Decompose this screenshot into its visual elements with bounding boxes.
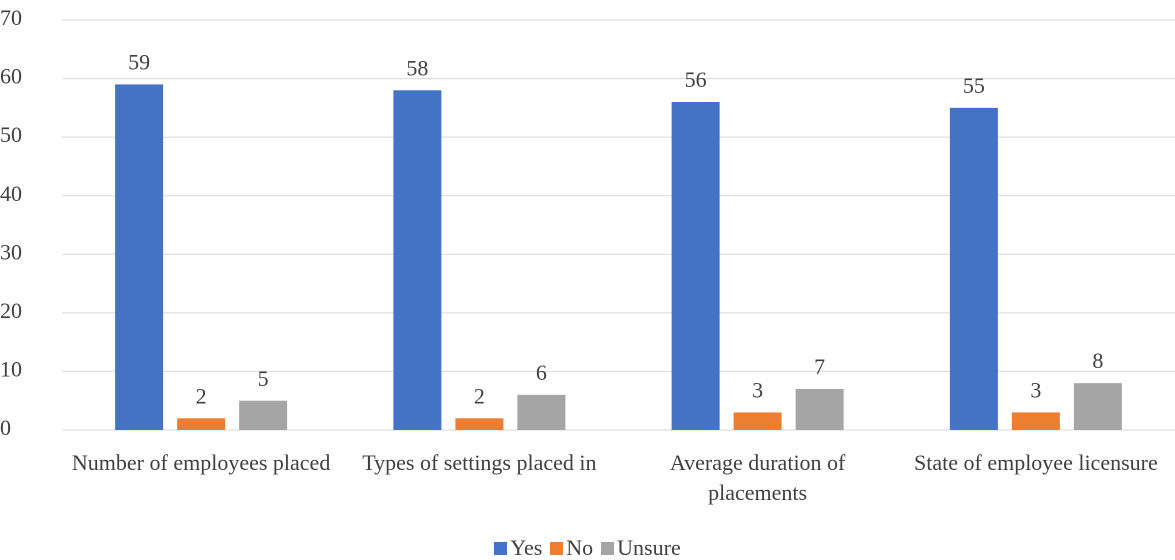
legend-swatch: [550, 542, 564, 555]
x-tick-label: Average duration of placements: [669, 450, 846, 505]
bar: [517, 394, 566, 430]
bar: [1073, 383, 1122, 430]
y-tick-label: 20: [0, 298, 22, 323]
legend-label: Unsure: [617, 535, 681, 560]
legend: Yes No Unsure: [0, 536, 1175, 560]
x-tick-label: Types of settings placed in: [362, 450, 597, 475]
legend-label: Yes: [510, 535, 543, 560]
legend-label: No: [566, 535, 594, 560]
bar: [393, 90, 442, 431]
y-tick-label: 10: [0, 356, 22, 381]
bar: [177, 418, 226, 430]
bar: [949, 107, 998, 430]
data-label: 2: [196, 383, 207, 408]
bar: [795, 389, 844, 430]
data-label: 59: [128, 49, 150, 74]
bar: [239, 400, 288, 430]
data-label: 55: [963, 73, 985, 98]
data-label: 3: [752, 377, 763, 402]
bar: [733, 412, 782, 430]
legend-swatch: [601, 542, 615, 555]
bar: [671, 102, 720, 430]
data-label: 56: [685, 67, 707, 92]
data-label: 8: [1092, 348, 1103, 373]
x-tick-label: State of employee licensure: [914, 450, 1158, 475]
data-label: 58: [406, 55, 428, 80]
bar: [455, 418, 504, 430]
y-tick-label: 70: [0, 5, 22, 30]
y-tick-label: 0: [0, 415, 11, 440]
data-label: 3: [1030, 377, 1041, 402]
legend-swatch: [494, 542, 508, 555]
data-label: 5: [258, 366, 269, 391]
y-tick-label: 50: [0, 122, 22, 147]
bar: [115, 84, 164, 430]
legend-item: Yes: [494, 536, 542, 560]
data-label: 7: [814, 354, 825, 379]
data-label: 6: [536, 360, 547, 385]
legend-item: Unsure: [601, 536, 681, 560]
legend-item: No: [550, 536, 593, 560]
y-tick-label: 40: [0, 181, 22, 206]
y-tick-label: 60: [0, 64, 22, 89]
data-label: 2: [474, 383, 485, 408]
x-tick-label: Number of employees placed: [71, 450, 331, 475]
bar: [1011, 412, 1060, 430]
y-tick-label: 30: [0, 239, 22, 264]
